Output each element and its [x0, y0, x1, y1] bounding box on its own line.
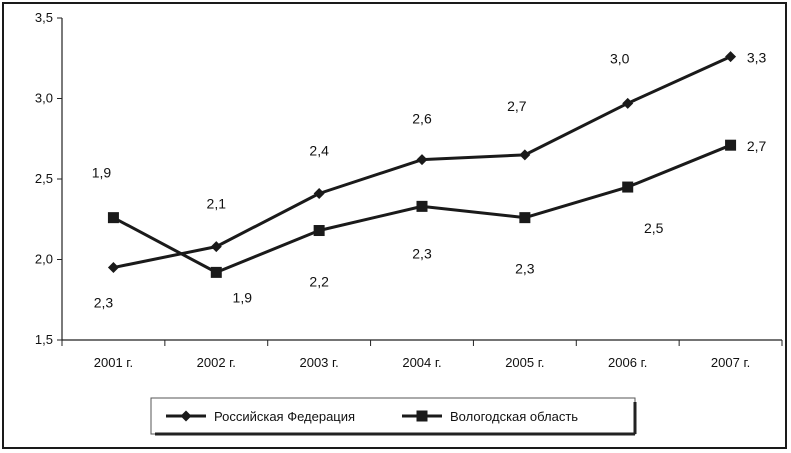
- x-tick-label: 2007 г.: [711, 355, 750, 370]
- data-label: 2,7: [507, 98, 527, 114]
- diamond-marker: [519, 149, 531, 161]
- data-label: 2,7: [747, 138, 767, 154]
- diamond-marker: [416, 154, 428, 166]
- square-marker: [725, 139, 737, 151]
- diamond-marker: [210, 241, 222, 253]
- chart-frame: [2, 2, 787, 449]
- legend-label: Вологодская область: [450, 409, 578, 424]
- data-label: 2,3: [412, 245, 432, 261]
- legend-item: Вологодская область: [402, 409, 578, 424]
- square-marker: [210, 266, 222, 278]
- data-label: 2,3: [515, 261, 535, 277]
- legend-item: Российская Федерация: [166, 409, 355, 424]
- data-label: 1,9: [233, 289, 253, 305]
- data-label: 2,4: [309, 142, 329, 158]
- diamond-marker: [107, 262, 119, 274]
- square-marker: [622, 181, 634, 193]
- y-tick-label: 2,0: [35, 252, 53, 267]
- x-tick-label: 2004 г.: [402, 355, 441, 370]
- series-russian-federation: [107, 51, 737, 274]
- data-label: 3,0: [610, 50, 630, 66]
- square-marker: [313, 225, 325, 237]
- y-tick-label: 3,5: [35, 10, 53, 25]
- y-tick-label: 1,5: [35, 332, 53, 347]
- diamond-marker: [725, 51, 737, 63]
- series-vologda-oblast: [107, 139, 737, 278]
- data-label: 2,6: [412, 111, 432, 127]
- data-labels: 2,3 2,1 2,4 2,6 2,7 3,0 3,3 1,9 1,9 2,2 2,3 2,3 2,5 2…: [92, 50, 767, 311]
- square-marker: [107, 212, 119, 224]
- series-layer: [107, 51, 737, 278]
- x-tick-label: 2005 г.: [505, 355, 544, 370]
- data-label: 3,3: [747, 50, 767, 66]
- y-tick-label: 2,5: [35, 171, 53, 186]
- square-marker: [519, 212, 531, 224]
- data-label: 1,9: [92, 165, 112, 181]
- axes: 1,5 2,0 2,5 3,0 3,5 2001 г. 2002 г. 2003 г. 2004…: [35, 10, 783, 370]
- x-tick-label: 2006 г.: [608, 355, 647, 370]
- y-tick-label: 3,0: [35, 91, 53, 106]
- diamond-marker: [622, 97, 634, 109]
- x-tick-label: 2002 г.: [197, 355, 236, 370]
- data-label: 2,3: [94, 295, 114, 311]
- square-marker: [416, 200, 428, 212]
- x-tick-label: 2001 г.: [94, 355, 133, 370]
- data-label: 2,2: [309, 274, 329, 290]
- data-label: 2,5: [644, 220, 664, 236]
- legend-label: Российская Федерация: [214, 409, 355, 424]
- legend: Российская Федерация Вологодская область: [150, 397, 637, 436]
- diamond-marker: [313, 187, 325, 199]
- square-marker: [416, 410, 428, 422]
- x-tick-label: 2003 г.: [299, 355, 338, 370]
- legend-box: [150, 397, 636, 435]
- data-label: 2,1: [207, 196, 227, 212]
- diamond-marker: [180, 410, 192, 422]
